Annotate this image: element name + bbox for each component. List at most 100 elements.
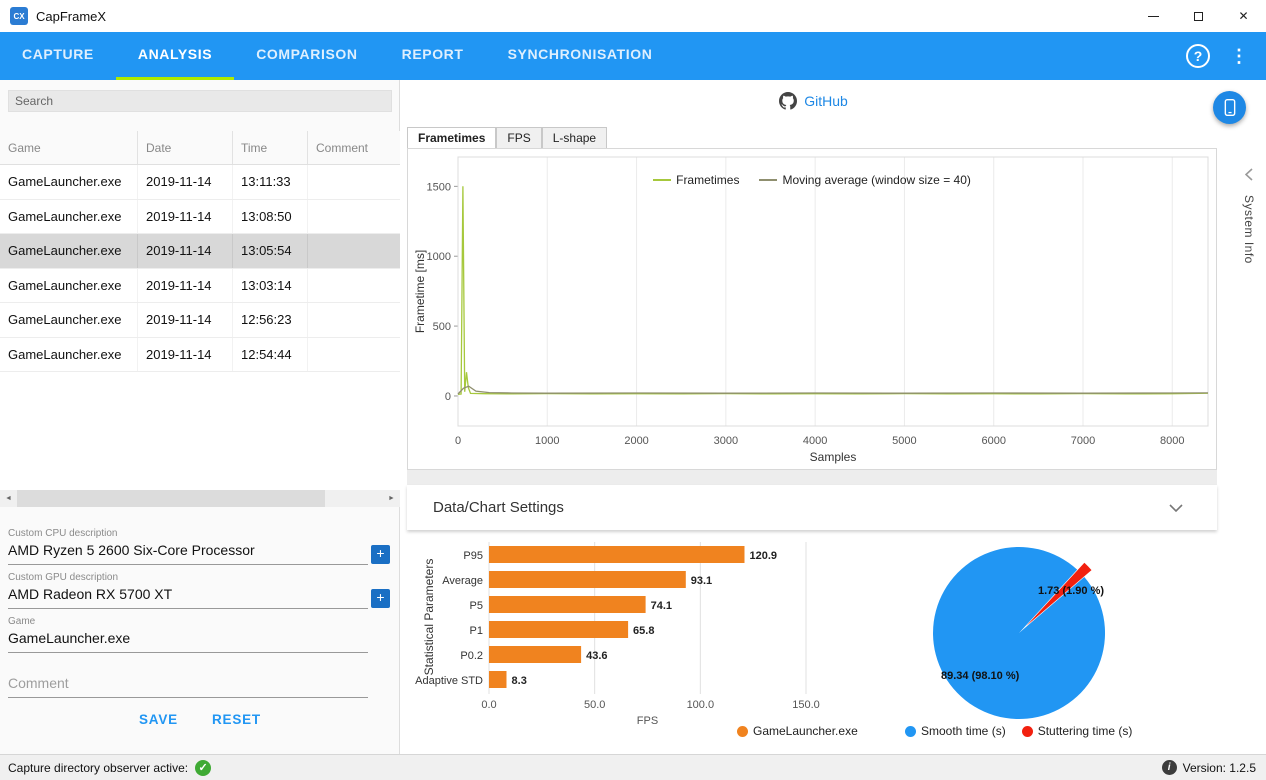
svg-text:FPS: FPS (637, 715, 658, 727)
record-cell (308, 165, 400, 199)
chart-tabs: Frametimes FPS L-shape (407, 127, 608, 148)
record-row[interactable]: GameLauncher.exe 2019-11-14 13:11:33 (0, 165, 400, 200)
minimize-button[interactable] (1131, 0, 1176, 32)
chart-tab-l-shape[interactable]: L-shape (541, 127, 608, 148)
chart-tab-frametimes[interactable]: Frametimes (407, 127, 497, 148)
svg-text:120.9: 120.9 (750, 550, 778, 562)
svg-text:5000: 5000 (892, 435, 916, 447)
chart-tab-fps[interactable]: FPS (496, 127, 542, 148)
help-icon[interactable]: ? (1186, 44, 1210, 68)
search-input[interactable] (8, 90, 392, 112)
section-divider (407, 470, 1217, 485)
nav-tab-capture[interactable]: CAPTURE (22, 46, 94, 62)
svg-text:1500: 1500 (427, 181, 451, 193)
svg-text:1000: 1000 (535, 435, 559, 447)
record-cell: GameLauncher.exe (0, 337, 138, 371)
game-name-input[interactable] (8, 630, 368, 653)
close-button[interactable]: ✕ (1238, 9, 1249, 23)
nav-tabs: CAPTURE ANALYSIS COMPARISON REPORT SYNCHRONI… (0, 32, 674, 80)
gpu-description-label: Custom GPU description (8, 572, 119, 583)
scrollbar-track[interactable] (17, 490, 383, 507)
record-row[interactable]: GameLauncher.exe 2019-11-14 13:08:50 (0, 199, 400, 234)
bar-chart-legend: GameLauncher.exe (737, 724, 858, 738)
record-row[interactable]: GameLauncher.exe 2019-11-14 13:05:54 (0, 234, 400, 269)
record-cell: 2019-11-14 (138, 337, 233, 371)
moving-average-swatch (759, 179, 778, 181)
svg-text:43.6: 43.6 (586, 650, 607, 662)
column-header-game[interactable]: Game (0, 131, 138, 164)
legend-item-stuttering-time: Stuttering time (s) (1021, 724, 1132, 738)
kebab-menu-icon[interactable]: ⋮ (1230, 45, 1248, 66)
comment-input[interactable] (8, 675, 368, 698)
main-navbar: CAPTURE ANALYSIS COMPARISON REPORT SYNCHRONI… (0, 32, 1266, 80)
record-cell (308, 338, 400, 372)
info-icon[interactable]: i (1161, 760, 1177, 775)
svg-text:50.0: 50.0 (584, 699, 605, 711)
svg-text:2000: 2000 (624, 435, 648, 447)
frametimes-chart-card: 0 1000 2000 3000 4000 5000 6000 7000 8000 0 500 100… (407, 148, 1217, 470)
record-cell: 13:05:54 (233, 234, 308, 268)
add-cpu-description-button[interactable]: + (371, 545, 390, 564)
record-row[interactable]: GameLauncher.exe 2019-11-14 13:03:14 (0, 268, 400, 303)
chevron-left-icon (1245, 168, 1253, 181)
svg-text:P0.2: P0.2 (460, 650, 483, 662)
svg-text:P1: P1 (470, 625, 483, 637)
github-link[interactable]: GitHub (401, 92, 1226, 110)
nav-tab-synchronisation[interactable]: SYNCHRONISATION (507, 46, 653, 62)
pie-chart-legend: Smooth time (s) Stuttering time (s) (905, 724, 1132, 738)
nav-tab-comparison[interactable]: COMPARISON (256, 46, 358, 62)
record-row[interactable]: GameLauncher.exe 2019-11-14 12:54:44 (0, 337, 400, 372)
save-button[interactable]: SAVE (139, 712, 178, 727)
statistics-card: 0.0 50.0 100.0 150.0 P95 120.9 Average 93.1 P5 74… (407, 530, 1217, 754)
stutter-pie-chart[interactable] (904, 543, 1134, 723)
nav-tab-analysis[interactable]: ANALYSIS (115, 32, 235, 80)
column-header-time[interactable]: Time (233, 131, 308, 164)
data-chart-settings-expander[interactable]: Data/Chart Settings (407, 485, 1217, 530)
scroll-left-icon[interactable]: ◄ (0, 490, 17, 507)
legend-item-moving-average: Moving average (window size = 40) (759, 173, 971, 187)
record-cell: 13:11:33 (233, 165, 308, 199)
add-gpu-description-button[interactable]: + (371, 589, 390, 608)
svg-text:6000: 6000 (981, 435, 1005, 447)
system-info-expander[interactable]: System Info (1236, 168, 1262, 264)
svg-text:74.1: 74.1 (651, 600, 672, 612)
record-cell: GameLauncher.exe (0, 303, 138, 337)
record-cell (308, 303, 400, 337)
svg-text:8.3: 8.3 (512, 675, 527, 687)
svg-text:Adaptive STD: Adaptive STD (415, 675, 483, 687)
record-cell: GameLauncher.exe (0, 199, 138, 233)
svg-text:100.0: 100.0 (687, 699, 715, 711)
column-header-date[interactable]: Date (138, 131, 233, 164)
frametimes-legend: Frametimes Moving average (window size =… (408, 173, 1216, 187)
statistics-bar-chart[interactable]: 0.0 50.0 100.0 150.0 P95 120.9 Average 93.1 P5 74… (407, 540, 877, 735)
svg-text:0: 0 (455, 435, 461, 447)
svg-text:500: 500 (433, 321, 451, 333)
gpu-description-input[interactable] (8, 586, 368, 609)
svg-text:P5: P5 (470, 600, 483, 612)
record-cell: GameLauncher.exe (0, 234, 138, 268)
screenshot-button[interactable] (1213, 91, 1246, 124)
reset-button[interactable]: RESET (211, 712, 261, 727)
svg-text:150.0: 150.0 (792, 699, 820, 711)
record-cell: 2019-11-14 (138, 268, 233, 302)
column-header-comment[interactable]: Comment (316, 141, 369, 155)
version-text: Version: 1.2.5 (1182, 760, 1256, 775)
svg-text:93.1: 93.1 (691, 575, 712, 587)
phone-icon (1224, 99, 1235, 116)
horizontal-scrollbar[interactable]: ◄ ► (0, 490, 400, 507)
stuttering-time-dot (1021, 725, 1033, 737)
record-cell: 12:56:23 (233, 303, 308, 337)
frametimes-chart[interactable]: 0 1000 2000 3000 4000 5000 6000 7000 8000 0 500 100… (408, 149, 1216, 469)
maximize-button[interactable] (1176, 0, 1221, 32)
statusbar: Capture directory observer active: ✓ i V… (0, 754, 1266, 780)
settings-label: Data/Chart Settings (433, 499, 564, 516)
record-row[interactable]: GameLauncher.exe 2019-11-14 12:56:23 (0, 303, 400, 338)
cpu-description-input[interactable] (8, 542, 368, 565)
system-info-label: System Info (1242, 195, 1256, 264)
record-cell: GameLauncher.exe (0, 268, 138, 302)
nav-tab-report[interactable]: REPORT (401, 46, 464, 62)
scrollbar-thumb[interactable] (17, 490, 325, 507)
svg-text:65.8: 65.8 (633, 625, 654, 637)
record-cell: 2019-11-14 (138, 165, 233, 199)
scroll-right-icon[interactable]: ► (383, 490, 400, 507)
